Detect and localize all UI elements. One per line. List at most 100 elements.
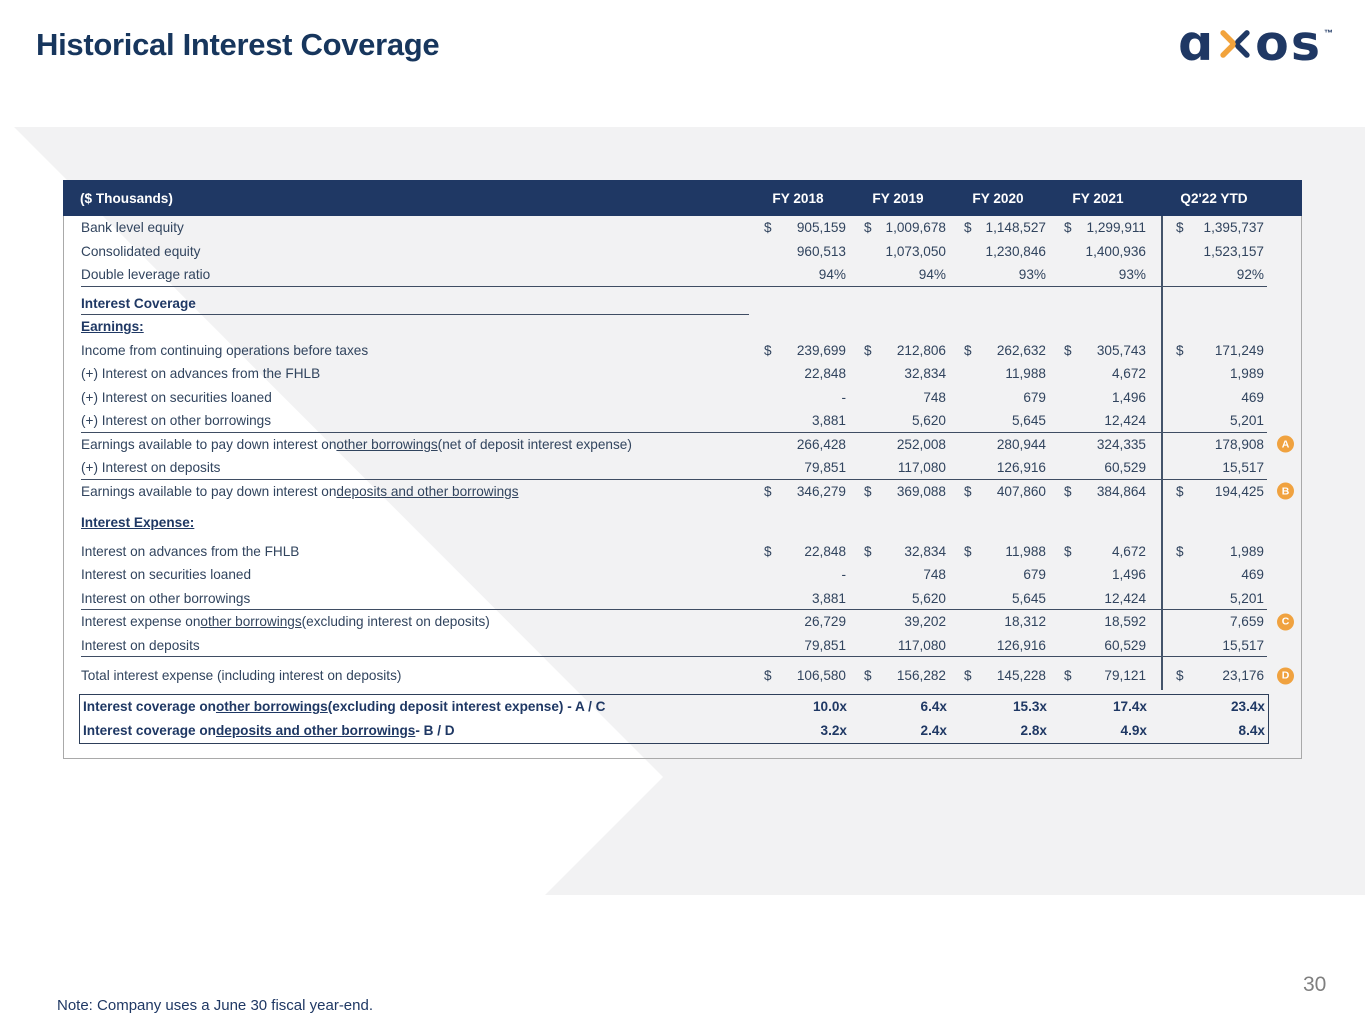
page-number: 30 xyxy=(1303,973,1327,996)
table-cell: 679 xyxy=(1023,389,1046,405)
table-cell: 5,620 xyxy=(911,590,946,606)
table-cell: 117,080 xyxy=(897,637,946,653)
column-header: FY 2020 xyxy=(972,190,1024,206)
row-label: Double leverage ratio xyxy=(81,267,211,283)
table-cell: 5,201 xyxy=(1229,590,1264,606)
table-cell: 39,202 xyxy=(904,614,946,630)
column-header: Q2'22 YTD xyxy=(1180,190,1248,206)
table-cell: 17.4x xyxy=(1112,699,1147,714)
table-cell: $212,806 xyxy=(864,342,946,358)
row-label: (+) Interest on advances from the FHLB xyxy=(81,366,321,382)
table-cell: 126,916 xyxy=(996,637,1046,653)
interest-coverage-table: ($ Thousands) FY 2018 FY 2019 FY 2020 FY 20… xyxy=(63,180,1302,759)
row-label: Consolidated equity xyxy=(81,243,201,259)
column-header: FY 2019 xyxy=(872,190,924,206)
row-label: Interest Coverage xyxy=(81,292,749,316)
table-header-row: ($ Thousands) FY 2018 FY 2019 FY 2020 FY 20… xyxy=(63,180,1302,216)
table-cell: $171,249 xyxy=(1176,342,1264,358)
table-cell: $145,228 xyxy=(964,668,1046,684)
table-row: Interest on other borrowings 3,881 5,620 5,… xyxy=(64,587,1301,611)
table-cell: 7,659 xyxy=(1229,614,1264,630)
company-logo: ɑ os ™ xyxy=(1178,15,1333,72)
table-cell: $384,864 xyxy=(1064,483,1146,499)
table-cell: $4,672 xyxy=(1064,543,1146,559)
row-label: Bank level equity xyxy=(81,220,184,236)
table-cell: 26,729 xyxy=(804,614,846,630)
table-cell: 748 xyxy=(923,567,946,583)
row-label: Interest coverage on deposits and other … xyxy=(83,723,455,738)
table-row: (+) Interest on other borrowings 3,881 5,6… xyxy=(64,409,1301,433)
table-cell: $262,632 xyxy=(964,342,1046,358)
table-cell: $407,860 xyxy=(964,483,1046,499)
table-cell: 3.2x xyxy=(820,723,847,738)
ytd-column-divider xyxy=(1161,216,1163,690)
table-cell: 1,496 xyxy=(1111,567,1146,583)
row-label: Interest Expense: xyxy=(81,515,195,531)
table-cell: $156,282 xyxy=(864,668,946,684)
table-cell: $22,848 xyxy=(764,543,846,559)
table-cell: 93% xyxy=(1118,267,1146,283)
table-cell: 4,672 xyxy=(1111,366,1146,382)
table-row: Double leverage ratio 94% 94% 93% 93% 92% xyxy=(64,263,1301,287)
table-cell: $11,988 xyxy=(964,543,1046,559)
table-cell: 748 xyxy=(923,389,946,405)
table-cell: 1,989 xyxy=(1229,366,1264,382)
trademark-symbol: ™ xyxy=(1324,28,1333,38)
table-cell: 94% xyxy=(918,267,946,283)
table-cell: 2.4x xyxy=(920,723,947,738)
row-label: Interest on securities loaned xyxy=(81,567,252,583)
table-cell: 8.4x xyxy=(1238,723,1265,738)
table-cell: 15,517 xyxy=(1222,460,1264,476)
table-row: (+) Interest on deposits 79,851 117,080 126… xyxy=(64,456,1301,480)
row-label: (+) Interest on deposits xyxy=(81,460,221,476)
footnote: Note: Company uses a June 30 fiscal year… xyxy=(57,997,374,1014)
table-cell: 324,335 xyxy=(1096,436,1146,452)
table-cell: 1,400,936 xyxy=(1085,243,1146,259)
table-cell: $346,279 xyxy=(764,483,846,499)
table-cell: - xyxy=(841,567,846,583)
table-cell: $194,425 xyxy=(1176,483,1264,499)
row-label: (+) Interest on securities loaned xyxy=(81,389,272,405)
background-band xyxy=(0,127,1365,895)
table-cell: 93% xyxy=(1018,267,1046,283)
table-cell: 23.4x xyxy=(1230,699,1265,714)
reference-badge-b: B xyxy=(1277,482,1294,500)
row-label: Interest expense on other borrowings (ex… xyxy=(81,614,490,630)
table-cell: $239,699 xyxy=(764,342,846,358)
table-row: Interest coverage on deposits and other … xyxy=(80,719,1268,743)
table-cell: $905,159 xyxy=(764,220,846,236)
logo-letter-a: ɑ xyxy=(1178,15,1216,72)
table-row: Bank level equity $905,159 $1,009,678 $1,14… xyxy=(64,216,1301,240)
table-cell: 1,230,846 xyxy=(985,243,1046,259)
table-row: Interest on deposits 79,851 117,080 126,916… xyxy=(64,634,1301,658)
row-label: Income from continuing operations before… xyxy=(81,342,369,358)
unit-label: ($ Thousands) xyxy=(80,190,173,206)
table-cell: 11,988 xyxy=(1005,366,1046,382)
table-cell: 469 xyxy=(1241,567,1264,583)
table-cell: $1,395,737 xyxy=(1176,220,1264,236)
table-cell: 469 xyxy=(1241,389,1264,405)
table-cell: 10.0x xyxy=(812,699,847,714)
table-cell: $305,743 xyxy=(1064,342,1146,358)
table-row: Interest on advances from the FHLB $22,84… xyxy=(64,540,1301,564)
table-cell: 79,851 xyxy=(804,637,846,653)
table-cell: 3,881 xyxy=(811,590,846,606)
table-cell: 92% xyxy=(1236,267,1264,283)
table-cell: 126,916 xyxy=(996,460,1046,476)
table-cell: 1,523,157 xyxy=(1203,243,1264,259)
row-label: Interest coverage on other borrowings (e… xyxy=(83,699,606,714)
table-cell: - xyxy=(841,389,846,405)
table-cell: 79,851 xyxy=(804,460,846,476)
row-label: Earnings: xyxy=(81,319,144,335)
table-cell: 117,080 xyxy=(897,460,946,476)
table-row: Interest Expense: xyxy=(64,511,1301,535)
table-row: Earnings available to pay down interest … xyxy=(64,480,1301,504)
page-title: Historical Interest Coverage xyxy=(36,27,440,62)
row-label: Earnings available to pay down interest … xyxy=(81,436,632,452)
table-cell: 12,424 xyxy=(1104,590,1146,606)
table-cell: 60,529 xyxy=(1104,460,1146,476)
table-row: Interest expense on other borrowings (ex… xyxy=(64,610,1301,634)
table-cell: $32,834 xyxy=(864,543,946,559)
table-cell: $79,121 xyxy=(1064,668,1146,684)
logo-letters-os: os xyxy=(1255,15,1322,72)
